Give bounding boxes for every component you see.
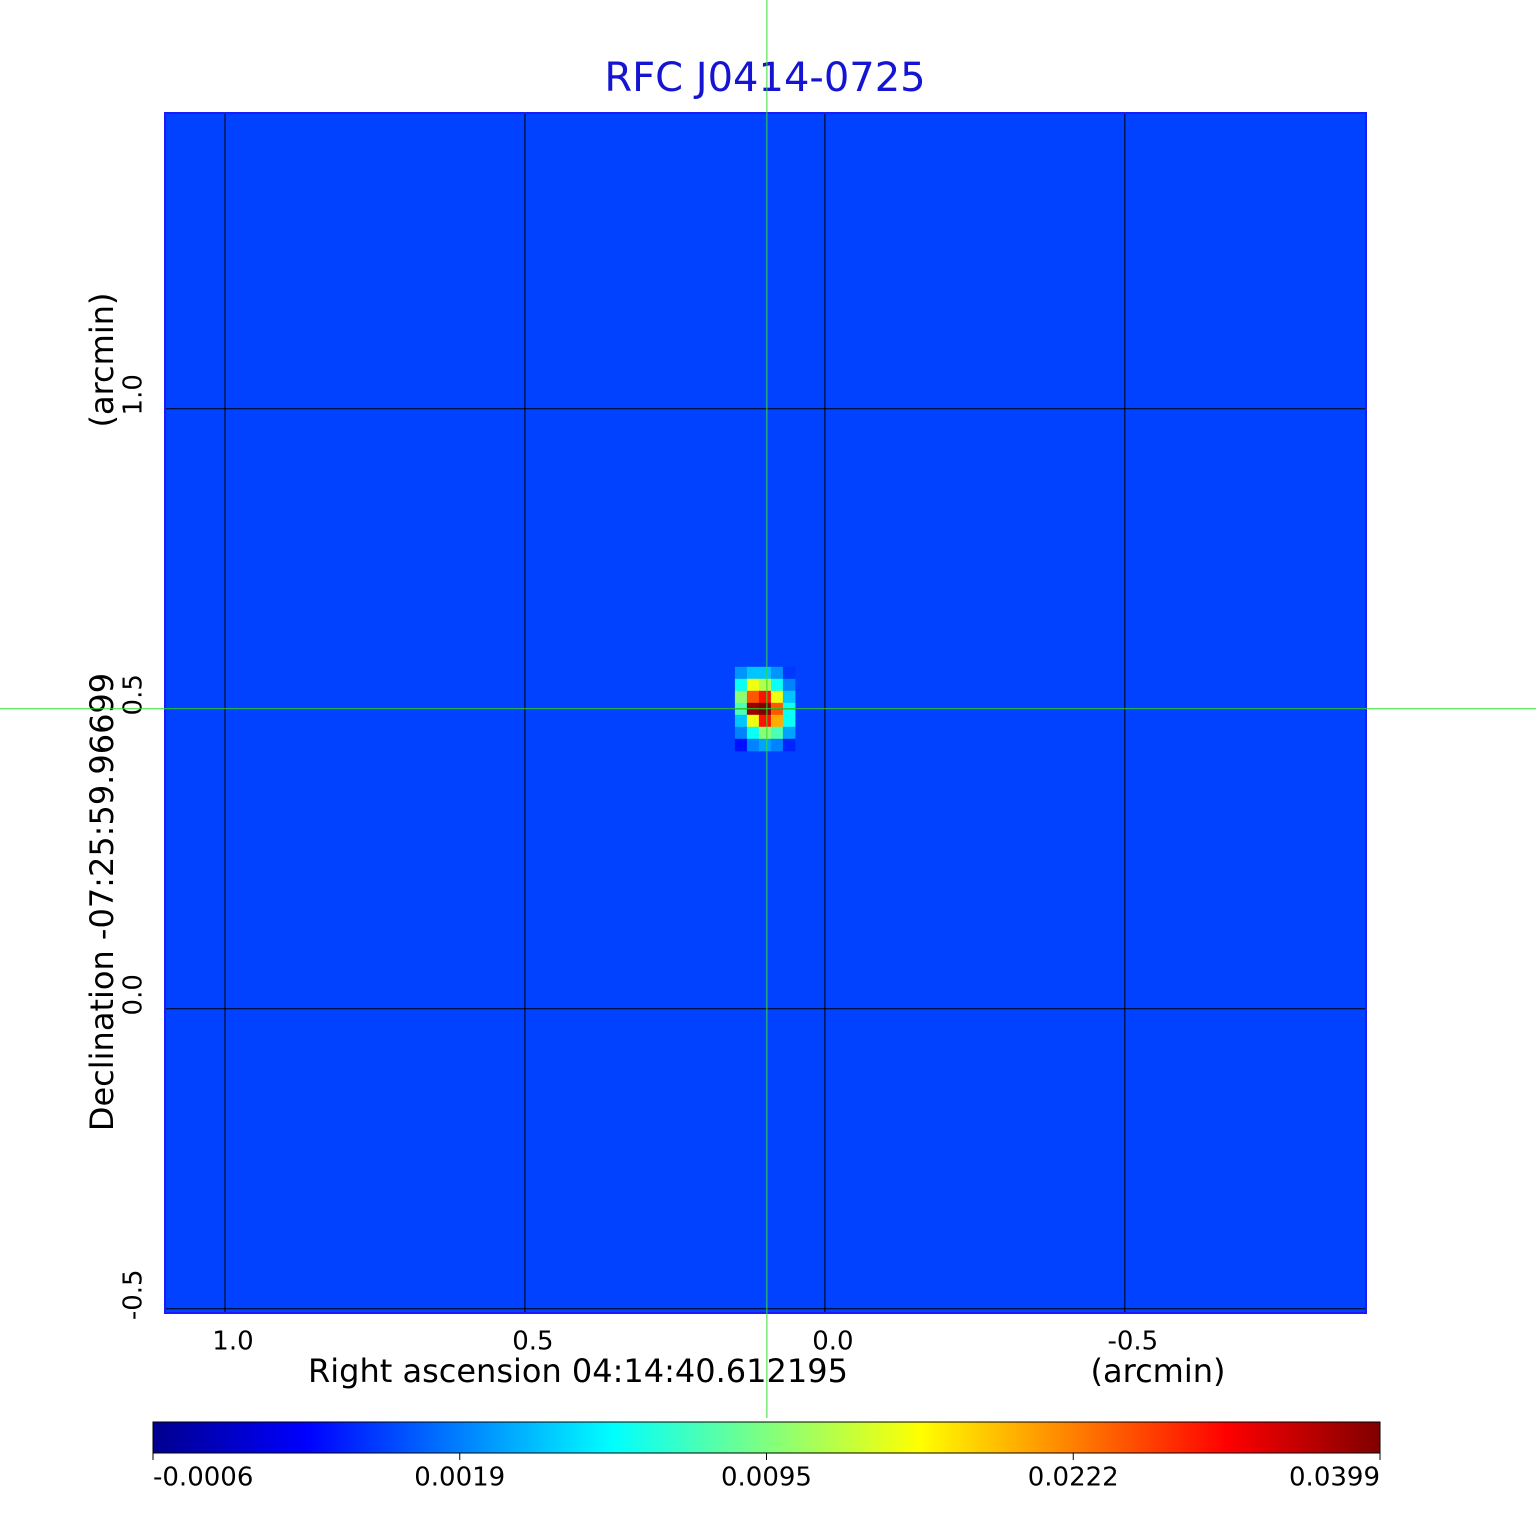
image-cell bbox=[782, 714, 796, 728]
image-cell bbox=[734, 690, 748, 704]
image-cell bbox=[758, 666, 772, 680]
colorbar bbox=[152, 1421, 1381, 1454]
image-cell bbox=[746, 666, 760, 680]
colorbar-tick-label: 0.0019 bbox=[414, 1463, 505, 1493]
colorbar-tick-label: 0.0095 bbox=[721, 1463, 812, 1493]
x-tick-label: 0.5 bbox=[512, 1327, 553, 1357]
x-tick-label: 0.0 bbox=[812, 1327, 853, 1357]
x-tick-label: -0.5 bbox=[1107, 1327, 1158, 1357]
image-cell bbox=[746, 678, 760, 692]
image-cell bbox=[758, 678, 772, 692]
image-cell bbox=[782, 726, 796, 740]
image-cell bbox=[758, 726, 772, 740]
image-cell bbox=[758, 690, 772, 704]
image-cell bbox=[746, 738, 760, 752]
image-cell bbox=[782, 690, 796, 704]
image-cell bbox=[746, 690, 760, 704]
image-cell bbox=[734, 738, 748, 752]
x-axis-label: Right ascension 04:14:40.612195 bbox=[308, 1352, 848, 1390]
image-cell bbox=[734, 678, 748, 692]
y-tick-label: -0.5 bbox=[119, 1269, 149, 1320]
colorbar-tick-label: 0.0222 bbox=[1028, 1463, 1119, 1493]
image-cell bbox=[770, 714, 784, 728]
image-cell bbox=[734, 714, 748, 728]
image-cell bbox=[758, 714, 772, 728]
image-cell bbox=[746, 714, 760, 728]
x-tick-label: 1.0 bbox=[212, 1327, 253, 1357]
image-cell bbox=[770, 666, 784, 680]
image-cell bbox=[770, 738, 784, 752]
image-cell bbox=[770, 726, 784, 740]
image-cell bbox=[758, 738, 772, 752]
image-cell bbox=[770, 690, 784, 704]
image-cell bbox=[734, 666, 748, 680]
image-cell bbox=[782, 738, 796, 752]
y-axis-unit: (arcmin) bbox=[83, 293, 121, 428]
image-cell bbox=[746, 726, 760, 740]
image-cell bbox=[770, 678, 784, 692]
x-axis-unit: (arcmin) bbox=[1091, 1352, 1226, 1390]
colorbar-tick-label: 0.0399 bbox=[1289, 1463, 1380, 1493]
chart-title: RFC J0414-0725 bbox=[604, 55, 925, 101]
y-axis-label: Declination -07:25:59.96699 bbox=[83, 673, 121, 1131]
colorbar-tick-label: -0.0006 bbox=[153, 1463, 253, 1493]
image-cell bbox=[782, 666, 796, 680]
y-tick-label: 1.0 bbox=[119, 374, 149, 415]
plot-frame bbox=[164, 112, 1367, 1314]
image-cell bbox=[734, 726, 748, 740]
y-tick-label: 0.0 bbox=[119, 974, 149, 1015]
image-cell bbox=[782, 678, 796, 692]
